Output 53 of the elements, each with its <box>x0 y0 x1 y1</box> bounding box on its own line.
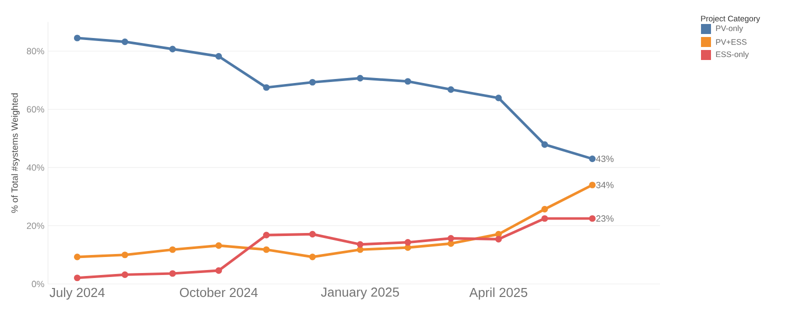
y-axis-title: % of Total #systems Weighted <box>11 93 20 213</box>
y-tick-label: 0% <box>32 280 44 288</box>
point <box>356 74 364 82</box>
point <box>309 254 316 260</box>
data-label: 43% <box>596 156 614 162</box>
point <box>169 246 176 253</box>
point <box>541 141 548 148</box>
point <box>495 236 502 242</box>
data-label: 34% <box>596 182 614 188</box>
point <box>356 241 364 248</box>
y-tick-label: 60% <box>26 106 44 113</box>
x-tick-label: April 2025 <box>469 288 528 300</box>
point <box>541 215 548 222</box>
point <box>215 242 222 249</box>
x-tick-label: October 2024 <box>180 288 258 298</box>
y-tick-label: 20% <box>26 222 44 229</box>
point <box>169 270 176 277</box>
point <box>448 234 454 242</box>
point <box>404 78 412 85</box>
point <box>495 230 502 238</box>
y-tick-label: 40% <box>26 164 44 171</box>
point <box>448 86 454 93</box>
point <box>169 46 176 52</box>
point <box>263 232 270 238</box>
point <box>589 215 596 222</box>
point <box>74 254 81 260</box>
point <box>215 53 222 60</box>
point <box>589 182 596 188</box>
y-tick-label: 80% <box>26 48 44 54</box>
point <box>541 206 548 212</box>
point <box>309 78 316 86</box>
point <box>122 271 128 278</box>
point <box>122 252 128 258</box>
point <box>74 274 81 282</box>
legend-label: PV-only <box>716 25 744 33</box>
point <box>215 267 222 274</box>
point <box>309 230 316 238</box>
point <box>263 246 270 253</box>
point <box>589 156 596 162</box>
point <box>122 38 128 46</box>
point <box>495 94 502 102</box>
point <box>448 240 454 247</box>
point <box>404 244 412 251</box>
data-label: 23% <box>596 215 614 222</box>
point <box>74 34 81 42</box>
point <box>356 246 364 253</box>
point <box>263 84 270 91</box>
legend-label: ESS-only <box>716 51 749 59</box>
point <box>404 239 412 246</box>
legend-title: Project Category <box>701 16 760 23</box>
x-tick-label: January 2025 <box>320 288 399 300</box>
legend-label: PV+ESS <box>716 39 747 45</box>
x-tick-label: July 2024 <box>50 288 105 300</box>
